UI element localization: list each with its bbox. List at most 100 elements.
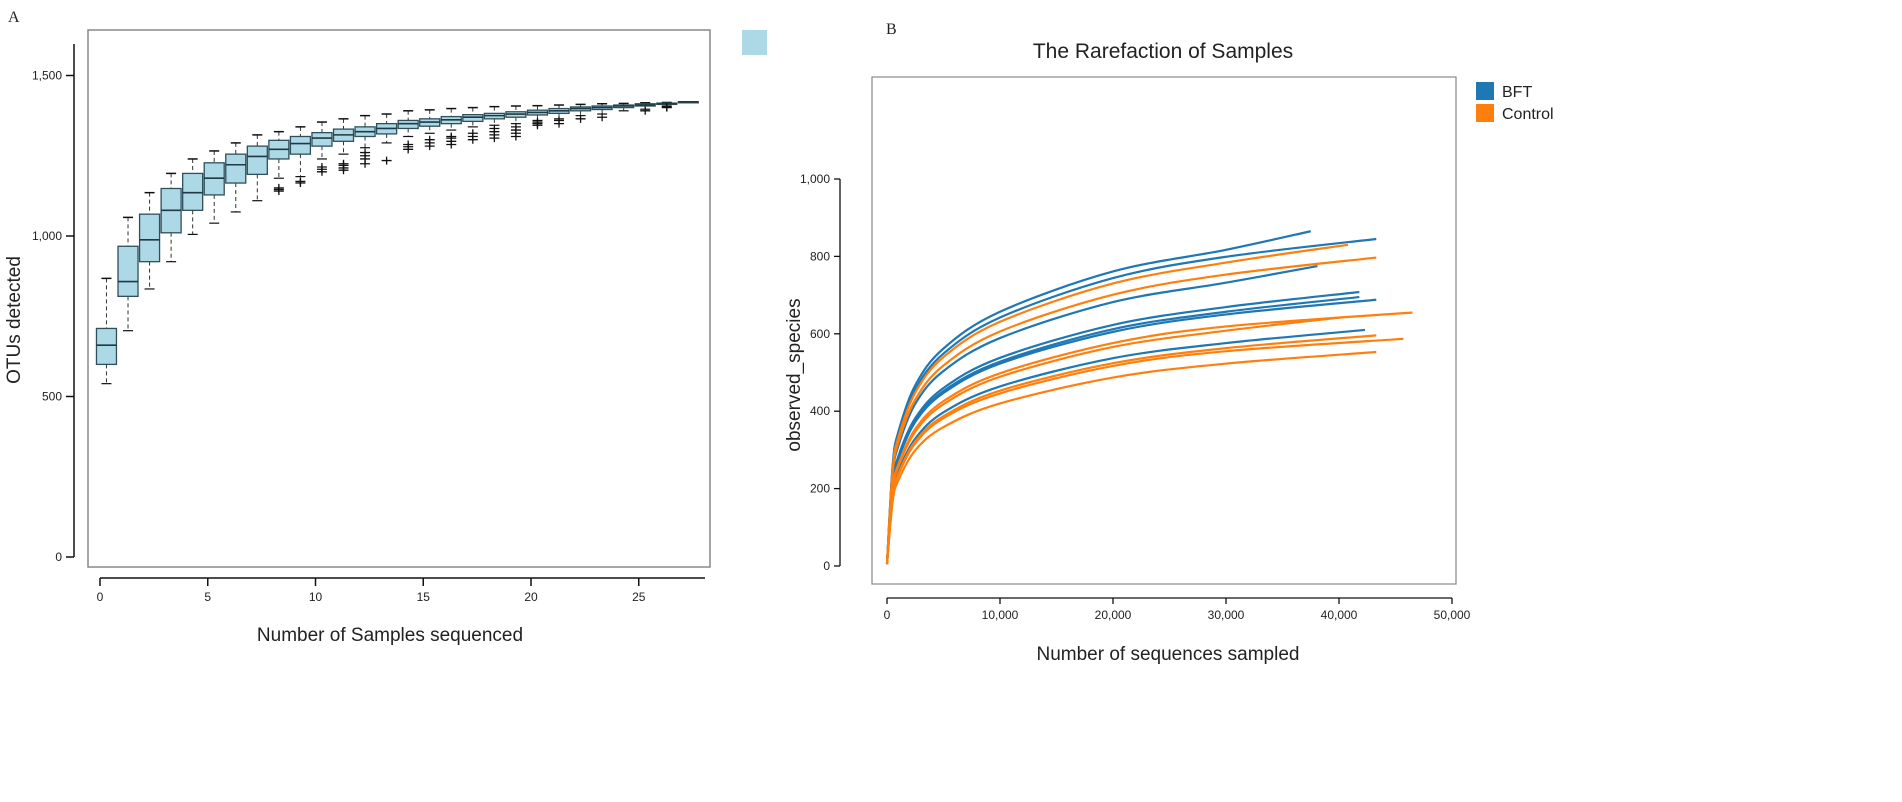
x-tick-label-a: 0 (97, 590, 104, 604)
box (462, 106, 484, 144)
box (311, 121, 333, 176)
outlier-point (424, 135, 435, 144)
plot-frame-a (87, 29, 711, 568)
ticks-b: 0 200 400 600 800 1,000 0 10,000 20,000 30,000 40,… (800, 172, 1471, 622)
x-axis-label-b: Number of sequences sampled (1037, 644, 1300, 665)
x-tick-label-a: 5 (204, 590, 211, 604)
outlier-point (467, 129, 478, 138)
boxes-a (95, 101, 699, 385)
legend-swatch-bft (1476, 82, 1494, 100)
box-iqr (138, 213, 161, 263)
outlier-point (360, 148, 371, 157)
box-iqr (311, 131, 333, 147)
outlier-point (295, 177, 306, 186)
outlier-point (554, 116, 565, 125)
box (483, 105, 506, 143)
x-tick-label-a: 15 (417, 590, 431, 604)
rarefaction-curve-bft (885, 290, 1360, 565)
box (268, 130, 290, 196)
outlier-point (338, 159, 349, 168)
box (138, 191, 161, 290)
outlier-point (597, 113, 608, 122)
y-tick-label-b: 1,000 (800, 172, 830, 186)
panel-b-label: B (886, 21, 897, 38)
rarefaction-curve-control (885, 316, 1344, 565)
box-iqr (182, 172, 204, 211)
box (591, 102, 613, 122)
x-tick-label-b: 30,000 (1208, 608, 1245, 622)
x-tick-label-b: 20,000 (1095, 608, 1132, 622)
outlier-point (640, 106, 651, 115)
outlier-point (446, 132, 457, 141)
rarefaction-curve-control (885, 350, 1377, 565)
panel-a: A OTUs detected Number of Samples sequen… (4, 9, 767, 646)
y-tick-label-a: 0 (55, 550, 62, 564)
box (182, 158, 204, 235)
lines-b (885, 230, 1413, 565)
box (397, 110, 419, 154)
panel-b: B The Rarefaction of Samples observed_sp… (784, 21, 1554, 665)
box-iqr (95, 327, 118, 366)
box (246, 134, 268, 202)
x-tick-label-b: 50,000 (1434, 608, 1471, 622)
y-tick-label-b: 800 (810, 249, 830, 263)
y-tick-label-b: 0 (823, 559, 830, 573)
outlier-point (532, 118, 543, 127)
x-tick-label-b: 10,000 (982, 608, 1019, 622)
box (117, 216, 139, 332)
rarefaction-curve-control (885, 256, 1377, 565)
x-tick-label-a: 25 (632, 590, 646, 604)
x-tick-label-a: 10 (309, 590, 323, 604)
box (160, 172, 182, 263)
x-tick-label-b: 40,000 (1321, 608, 1358, 622)
plot-frame-b (871, 76, 1457, 585)
box (95, 277, 118, 385)
panel-a-label: A (8, 9, 20, 26)
box (225, 142, 247, 213)
x-axis-label-a: Number of Samples sequenced (257, 625, 523, 646)
box-iqr (462, 114, 484, 123)
chart-title-b: The Rarefaction of Samples (1033, 40, 1293, 63)
legend-label-bft: BFT (1502, 84, 1532, 101)
box (375, 113, 398, 165)
x-tick-label-a: 20 (524, 590, 538, 604)
box (289, 126, 312, 188)
rarefaction-curve-bft (885, 298, 1377, 565)
y-axis-label-b: observed_species (784, 298, 805, 451)
box (440, 107, 462, 149)
box-iqr (289, 135, 312, 155)
y-tick-label-b: 400 (810, 404, 830, 418)
rarefaction-curve-bft (885, 328, 1366, 565)
box (656, 101, 678, 112)
box (613, 102, 635, 112)
legend-swatch-control (1476, 104, 1494, 122)
box (526, 104, 549, 130)
outlier-point (381, 156, 392, 165)
box-iqr (225, 153, 247, 184)
outlier-point (489, 124, 500, 133)
box-iqr (246, 145, 268, 176)
outlier-point (316, 162, 327, 171)
y-tick-label-a: 1,500 (32, 69, 62, 83)
box-iqr (397, 119, 419, 130)
y-tick-label-b: 600 (810, 327, 830, 341)
ticks-a: 0 500 1,000 1,500 0 5 10 15 20 25 (32, 69, 646, 605)
outlier-point (510, 122, 521, 131)
y-tick-label-a: 500 (42, 390, 62, 404)
outlier-point (273, 183, 284, 192)
box (354, 114, 376, 168)
outlier-point (661, 102, 672, 111)
box (634, 102, 656, 115)
rarefaction-curve-control (885, 334, 1377, 565)
legend-b: BFT Control (1476, 82, 1554, 123)
box (332, 118, 355, 175)
box (203, 150, 225, 224)
legend-swatch-a (742, 30, 767, 55)
y-axis-label-a: OTUs detected (4, 256, 25, 384)
outlier-point (575, 114, 586, 123)
outlier-point (403, 140, 414, 149)
box (569, 103, 592, 123)
y-tick-label-b: 200 (810, 482, 830, 496)
box (548, 104, 570, 128)
